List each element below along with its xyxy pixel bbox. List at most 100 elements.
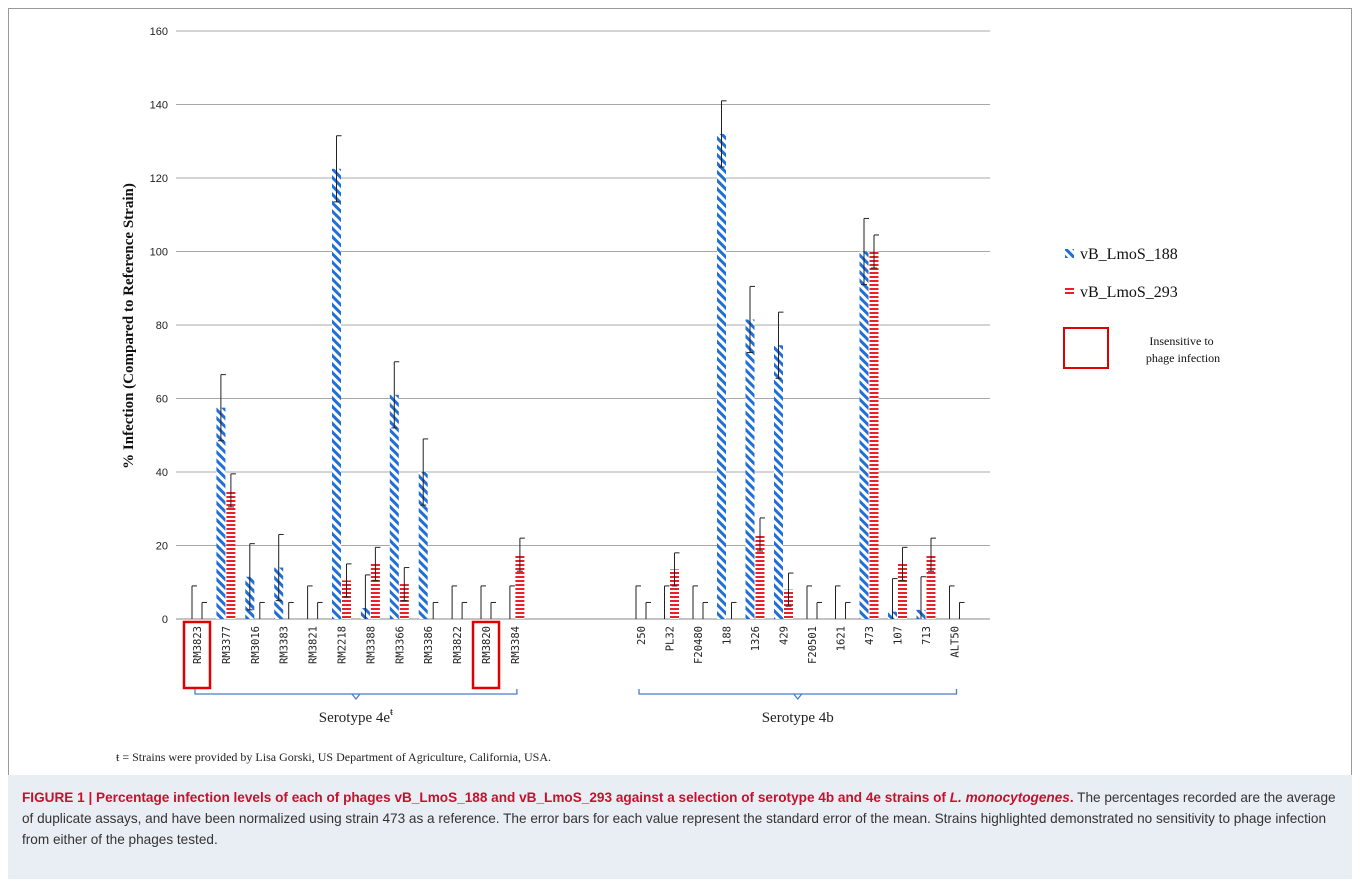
bar-188-RM2218 [332,168,341,619]
group-bracket: Serotype 4eŧ [194,689,518,726]
x-tick-label: PL32 [665,626,677,651]
error-bar [747,285,755,354]
bar-293-RM2218 [342,580,351,619]
legend-swatch-188 [1065,249,1074,258]
legend-label-293: vB_LmoS_293 [1080,284,1178,301]
error-bar [480,585,486,619]
y-tick-label: 20 [156,541,168,553]
y-tick-label: 120 [150,173,168,185]
bar-293-1326 [755,534,765,619]
x-tick-label: 1326 [750,626,762,651]
caption-title-end: . [1069,790,1074,805]
y-tick-label: 40 [156,467,168,479]
error-bar [490,601,496,619]
x-tick-label: RM3384 [510,626,522,664]
error-bar [718,100,727,168]
group-bracket: Serotype 4b [638,689,958,726]
bar-188-1326 [745,319,755,619]
x-tick-label: 713 [921,626,933,645]
x-tick-label: RM3823 [192,626,204,664]
error-bar [307,585,313,619]
error-bar [317,601,323,619]
error-bar [191,585,197,619]
x-tick-label: RM3820 [481,626,493,664]
error-bar [671,552,680,587]
x-tick-label: 107 [893,626,905,645]
error-bar [702,601,708,619]
error-bar [785,572,794,607]
error-bar [201,601,207,619]
error-bar [275,533,284,602]
bar-293-RM3384 [515,554,525,619]
bar-293-RM3388 [370,563,380,619]
bar-293-713 [926,554,936,619]
x-tick-label: 473 [864,626,876,645]
footnote: ŧ = Strains were provided by Lisa Gorski… [116,750,552,764]
error-bar [217,374,226,442]
gridlines [176,30,990,620]
legend: vB_LmoS_188 vB_LmoS_293 Insensitive to p… [1063,246,1220,369]
bar-188-RM3366 [389,394,399,619]
x-tick-label: RM3016 [250,626,262,664]
group-bracket-line [194,689,518,695]
error-bar [420,438,429,506]
error-bar [372,546,381,581]
caption-title: FIGURE 1 | Percentage infection levels o… [22,790,950,805]
bar-293-RM3366 [399,584,409,619]
error-bar [928,537,936,572]
bar-188-429 [774,345,783,619]
caption-body: The percentages recorded are the average… [22,790,1336,847]
error-bar [509,585,515,619]
x-tick-label: RM3821 [308,626,320,664]
error-bar [516,537,525,572]
group-brackets: Serotype 4eŧ Serotype 4b [194,689,958,726]
error-bar [920,576,926,619]
legend-insensitive-label: Insensitive to phage infection [1146,334,1220,365]
error-bar [949,585,955,619]
error-bar [664,585,670,619]
bar-293-473 [869,251,879,619]
error-bar [861,217,869,286]
bar-188-188 [717,133,726,619]
legend-insensitive-box [1063,327,1109,369]
error-bar [432,601,439,619]
error-bar [892,578,898,619]
error-bar [959,601,965,619]
insensitive-highlight-box [471,620,501,690]
y-tick-label: 0 [162,614,168,626]
bar-188-RM3377 [216,407,226,619]
error-bar [899,546,908,581]
bars [191,100,965,619]
x-tick-label: 250 [636,626,648,645]
error-bar [835,585,841,619]
x-tick-label: RM3386 [423,626,435,664]
figure-caption: FIGURE 1 | Percentage infection levels o… [8,775,1352,879]
error-bar [775,311,784,379]
x-tick-label: 429 [779,626,791,645]
y-tick-label: 100 [150,247,168,259]
bar-188-473 [859,251,869,619]
x-tick-label: RM3377 [221,626,233,664]
error-bar [333,135,342,203]
error-bar [401,567,410,602]
group-label: Serotype 4b [762,710,834,726]
y-tick-labels: 0 20 40 60 80 100 120 140 160 [150,26,168,626]
bar-chart: 0 20 40 60 80 100 120 140 160 RM3823 RM3377 RM3016… [121,26,1220,726]
x-tick-label: 1621 [836,626,848,651]
error-bar [451,585,458,619]
y-tick-label: 160 [150,26,168,38]
error-bar [259,601,265,619]
bar-293-RM3377 [226,490,236,619]
error-bar [288,601,294,619]
x-tick-label: RM3383 [279,626,291,664]
group-bracket-notch [351,693,361,701]
error-bar [246,543,255,611]
x-tick-label: F20501 [807,626,819,664]
error-bar [816,601,822,619]
x-tick-label: RM3388 [365,626,377,664]
error-bar [806,585,812,619]
legend-swatch-293 [1065,287,1074,296]
error-bar [757,517,765,552]
group-label: Serotype 4eŧ [319,706,393,726]
error-bar [692,585,698,619]
